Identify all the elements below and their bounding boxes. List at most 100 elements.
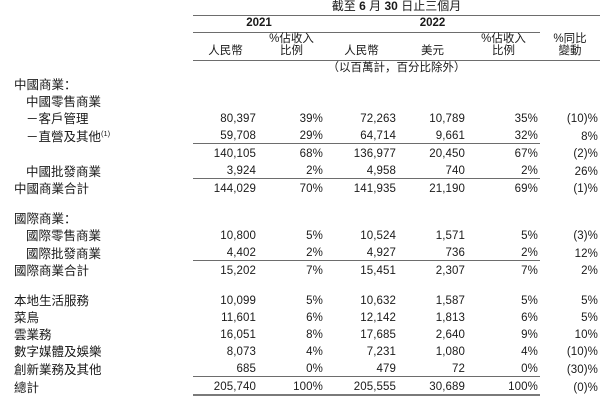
- col-header-pct-2022: %佔收入 比例: [467, 32, 540, 62]
- row-label-text: 國際批發商業: [26, 246, 102, 261]
- row-label: [0, 143, 193, 161]
- cell-rmb21: [193, 196, 258, 209]
- cell-pct22: 2%: [521, 247, 538, 260]
- cell-rmb22: 10,524: [360, 230, 396, 243]
- cell-yoy: (2)%: [573, 148, 598, 161]
- table-body: 中國商業： 中國零售商業 －客戶管理 80,397 39% 72,263 10,789 35%…: [0, 75, 600, 396]
- cell-usd22: 740: [445, 165, 465, 178]
- cell-rmb21: 10,800: [220, 230, 256, 243]
- col-header-usd-2022: 美元: [398, 32, 467, 62]
- row-label-text: 國際商業合計: [14, 264, 90, 279]
- cell-rmb22: [325, 209, 398, 226]
- col-header-rmb-2022: 人民幣: [325, 32, 398, 62]
- header-column-row: 人民幣 %佔收入 比例 人民幣 美元 %佔收入 比例 %同比: [0, 32, 600, 62]
- cell-pct21: 70%: [258, 177, 325, 196]
- cell-rmb22: 205,555: [325, 375, 398, 396]
- cell-pct21: 100%: [258, 375, 325, 396]
- cell-pct22: 6%: [521, 312, 538, 325]
- cell-rmb21: 59,708: [220, 130, 256, 143]
- table-row: 中國商業：: [0, 75, 600, 92]
- cell-pct21: 2%: [306, 247, 323, 260]
- header-period-row: 截至 6 月 30 日止三個月: [0, 0, 600, 16]
- table-row: 總計 205,740 100% 205,555 30,689 100% (0)%: [0, 375, 600, 396]
- cell-pct21: 5%: [306, 295, 323, 308]
- cell-yoy: [540, 196, 600, 209]
- cell-pct21: [258, 92, 325, 109]
- cell-pct22: 69%: [467, 177, 540, 196]
- cell-rmb21: 10,099: [220, 295, 256, 308]
- cell-yoy: (10)%: [566, 113, 598, 126]
- col-header-pct-2021-line1: %佔收入: [269, 32, 314, 45]
- row-label-text: 中國批發商業: [26, 164, 102, 179]
- cell-rmb22: 7,231: [366, 346, 396, 359]
- cell-rmb22: [325, 75, 398, 92]
- row-label-text: 菜鳥: [14, 311, 40, 326]
- cell-usd22: [398, 75, 467, 92]
- cell-usd22: [398, 209, 467, 226]
- row-label: －客戶管理: [0, 109, 193, 126]
- cell-pct21: [258, 278, 325, 291]
- cell-rmb22: [325, 196, 398, 209]
- cell-usd22: 2,640: [435, 329, 465, 342]
- footnote-marker: (1): [101, 128, 111, 138]
- cell-pct21: 5%: [306, 230, 323, 243]
- col-header-pct-2022-line1: %佔收入: [481, 32, 526, 45]
- cell-rmb22: 10,632: [360, 295, 396, 308]
- table-row: 創新業務及其他 685 0% 479 72 0% (30)%: [0, 359, 600, 377]
- table-row: 國際商業：: [0, 209, 600, 226]
- cell-rmb21: [193, 278, 258, 291]
- table-row: 菜鳥 11,601 6% 12,142 1,813 6% 5%: [0, 308, 600, 325]
- row-label-text: 總計: [14, 381, 40, 396]
- cell-yoy: 10%: [574, 329, 598, 342]
- cell-yoy: 5%: [581, 312, 598, 325]
- cell-usd22: 1,587: [435, 295, 465, 308]
- cell-yoy: [540, 92, 600, 109]
- cell-yoy: [540, 278, 600, 291]
- cell-yoy: (1)%: [573, 183, 598, 196]
- row-label: 中國批發商業: [0, 161, 193, 179]
- row-label: 中國商業：: [0, 75, 193, 92]
- cell-rmb21: 144,029: [193, 177, 258, 196]
- row-label: [0, 196, 193, 209]
- cell-pct22: 35%: [514, 113, 538, 126]
- cell-pct22: 100%: [467, 375, 540, 396]
- table-header: 截至 6 月 30 日止三個月 2021 2022 人民幣 %佔收入 比例: [0, 0, 600, 75]
- row-label: －直營及其他(1): [0, 126, 193, 144]
- cell-yoy: (10)%: [566, 346, 598, 359]
- cell-pct22: [467, 92, 540, 109]
- header-label-spacer: [0, 32, 193, 61]
- table-row: 國際零售商業 10,800 5% 10,524 1,571 5% (3)%: [0, 226, 600, 243]
- table-row: －直營及其他(1) 59,708 29% 64,714 9,661 32% 8%: [0, 126, 600, 144]
- cell-pct21: 29%: [299, 130, 323, 143]
- cell-usd22: [398, 278, 467, 291]
- cell-rmb22: 4,958: [366, 165, 396, 178]
- cell-rmb22: 17,685: [360, 329, 396, 342]
- cell-rmb21: 3,924: [226, 165, 256, 178]
- cell-usd22: 736: [445, 247, 465, 260]
- col-header-rmb-2021-text: 人民幣: [208, 45, 243, 58]
- row-label: 國際零售商業: [0, 226, 193, 243]
- cell-usd22: 1,080: [435, 346, 465, 359]
- cell-pct22: [467, 278, 540, 291]
- cell-rmb22: 72,263: [360, 113, 396, 126]
- year-group-2022: 2022: [325, 15, 540, 33]
- cell-rmb21: 685: [236, 363, 256, 376]
- cell-yoy: [540, 75, 600, 92]
- cell-pct21: 68%: [258, 142, 325, 161]
- cell-rmb22: 64,714: [360, 130, 396, 143]
- col-header-yoy-line1: %同比: [553, 32, 587, 45]
- cell-pct22: [467, 75, 540, 92]
- table-row: 中國零售商業: [0, 92, 600, 109]
- row-label-text: 中國商業：: [14, 78, 77, 93]
- table-row: 中國商業合計 144,029 70% 141,935 21,190 69% (1)%: [0, 177, 600, 196]
- header-year-spacer: [0, 16, 193, 33]
- cell-pct22: 5%: [521, 295, 538, 308]
- year-group-2021: 2021: [193, 15, 325, 33]
- row-label: 國際批發商業: [0, 243, 193, 261]
- header-year-row: 2021 2022: [0, 15, 600, 33]
- spacer-row: [0, 196, 600, 209]
- row-label-text: 創新業務及其他: [14, 362, 102, 377]
- table-row: 國際商業合計 15,202 7% 15,451 2,307 7% 2%: [0, 259, 600, 279]
- col-header-pct-2021-line2: 比例: [280, 45, 303, 58]
- cell-pct22: 67%: [467, 142, 540, 161]
